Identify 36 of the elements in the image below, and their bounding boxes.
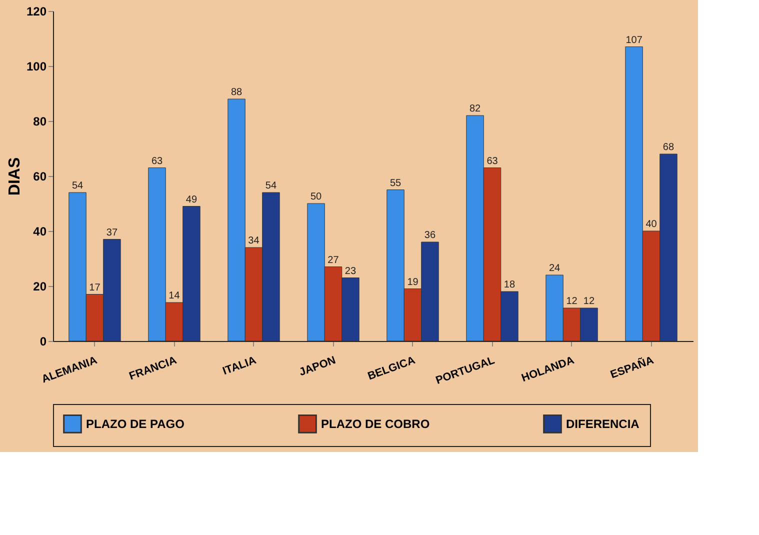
- legend-label: DIFERENCIA: [566, 416, 640, 431]
- data-label: 82: [469, 104, 482, 114]
- legend-label: PLAZO DE PAGO: [86, 416, 184, 431]
- data-label: 23: [344, 266, 356, 277]
- data-label: 19: [407, 276, 419, 288]
- y-tick-label: 0: [40, 334, 47, 348]
- x-tick-label: ITALIA: [221, 354, 258, 378]
- y-tick-label: 80: [33, 114, 47, 128]
- y-tick-label: 20: [33, 280, 47, 294]
- legend-label: PLAZO DE COBRO: [321, 416, 430, 431]
- y-tick-label: 100: [26, 60, 47, 74]
- data-label: 107: [626, 34, 643, 46]
- data-label: 37: [106, 227, 118, 238]
- y-axis-title: DIAS: [6, 157, 24, 196]
- data-label: 49: [186, 194, 198, 206]
- data-label: 55: [390, 178, 402, 189]
- y-tick-label: 60: [33, 170, 47, 184]
- y-tick-label: 120: [26, 4, 47, 18]
- data-label: 50: [310, 192, 322, 202]
- data-label: 54: [265, 180, 277, 192]
- data-label: 18: [504, 280, 516, 290]
- data-label: 17: [89, 282, 101, 294]
- data-label: 40: [646, 219, 658, 230]
- data-label: 34: [248, 236, 260, 246]
- data-label: 88: [230, 87, 243, 98]
- data-label: 14: [168, 290, 180, 302]
- data-label: 36: [424, 230, 436, 241]
- data-label: 12: [583, 296, 595, 307]
- data-label: 27: [328, 254, 340, 266]
- data-label: 24: [548, 263, 561, 274]
- data-label: 63: [151, 156, 164, 167]
- y-tick-label: 40: [33, 224, 47, 238]
- data-label: 12: [566, 296, 578, 307]
- data-label: 68: [662, 142, 674, 153]
- data-label: 63: [486, 156, 498, 167]
- data-label: 54: [72, 180, 84, 192]
